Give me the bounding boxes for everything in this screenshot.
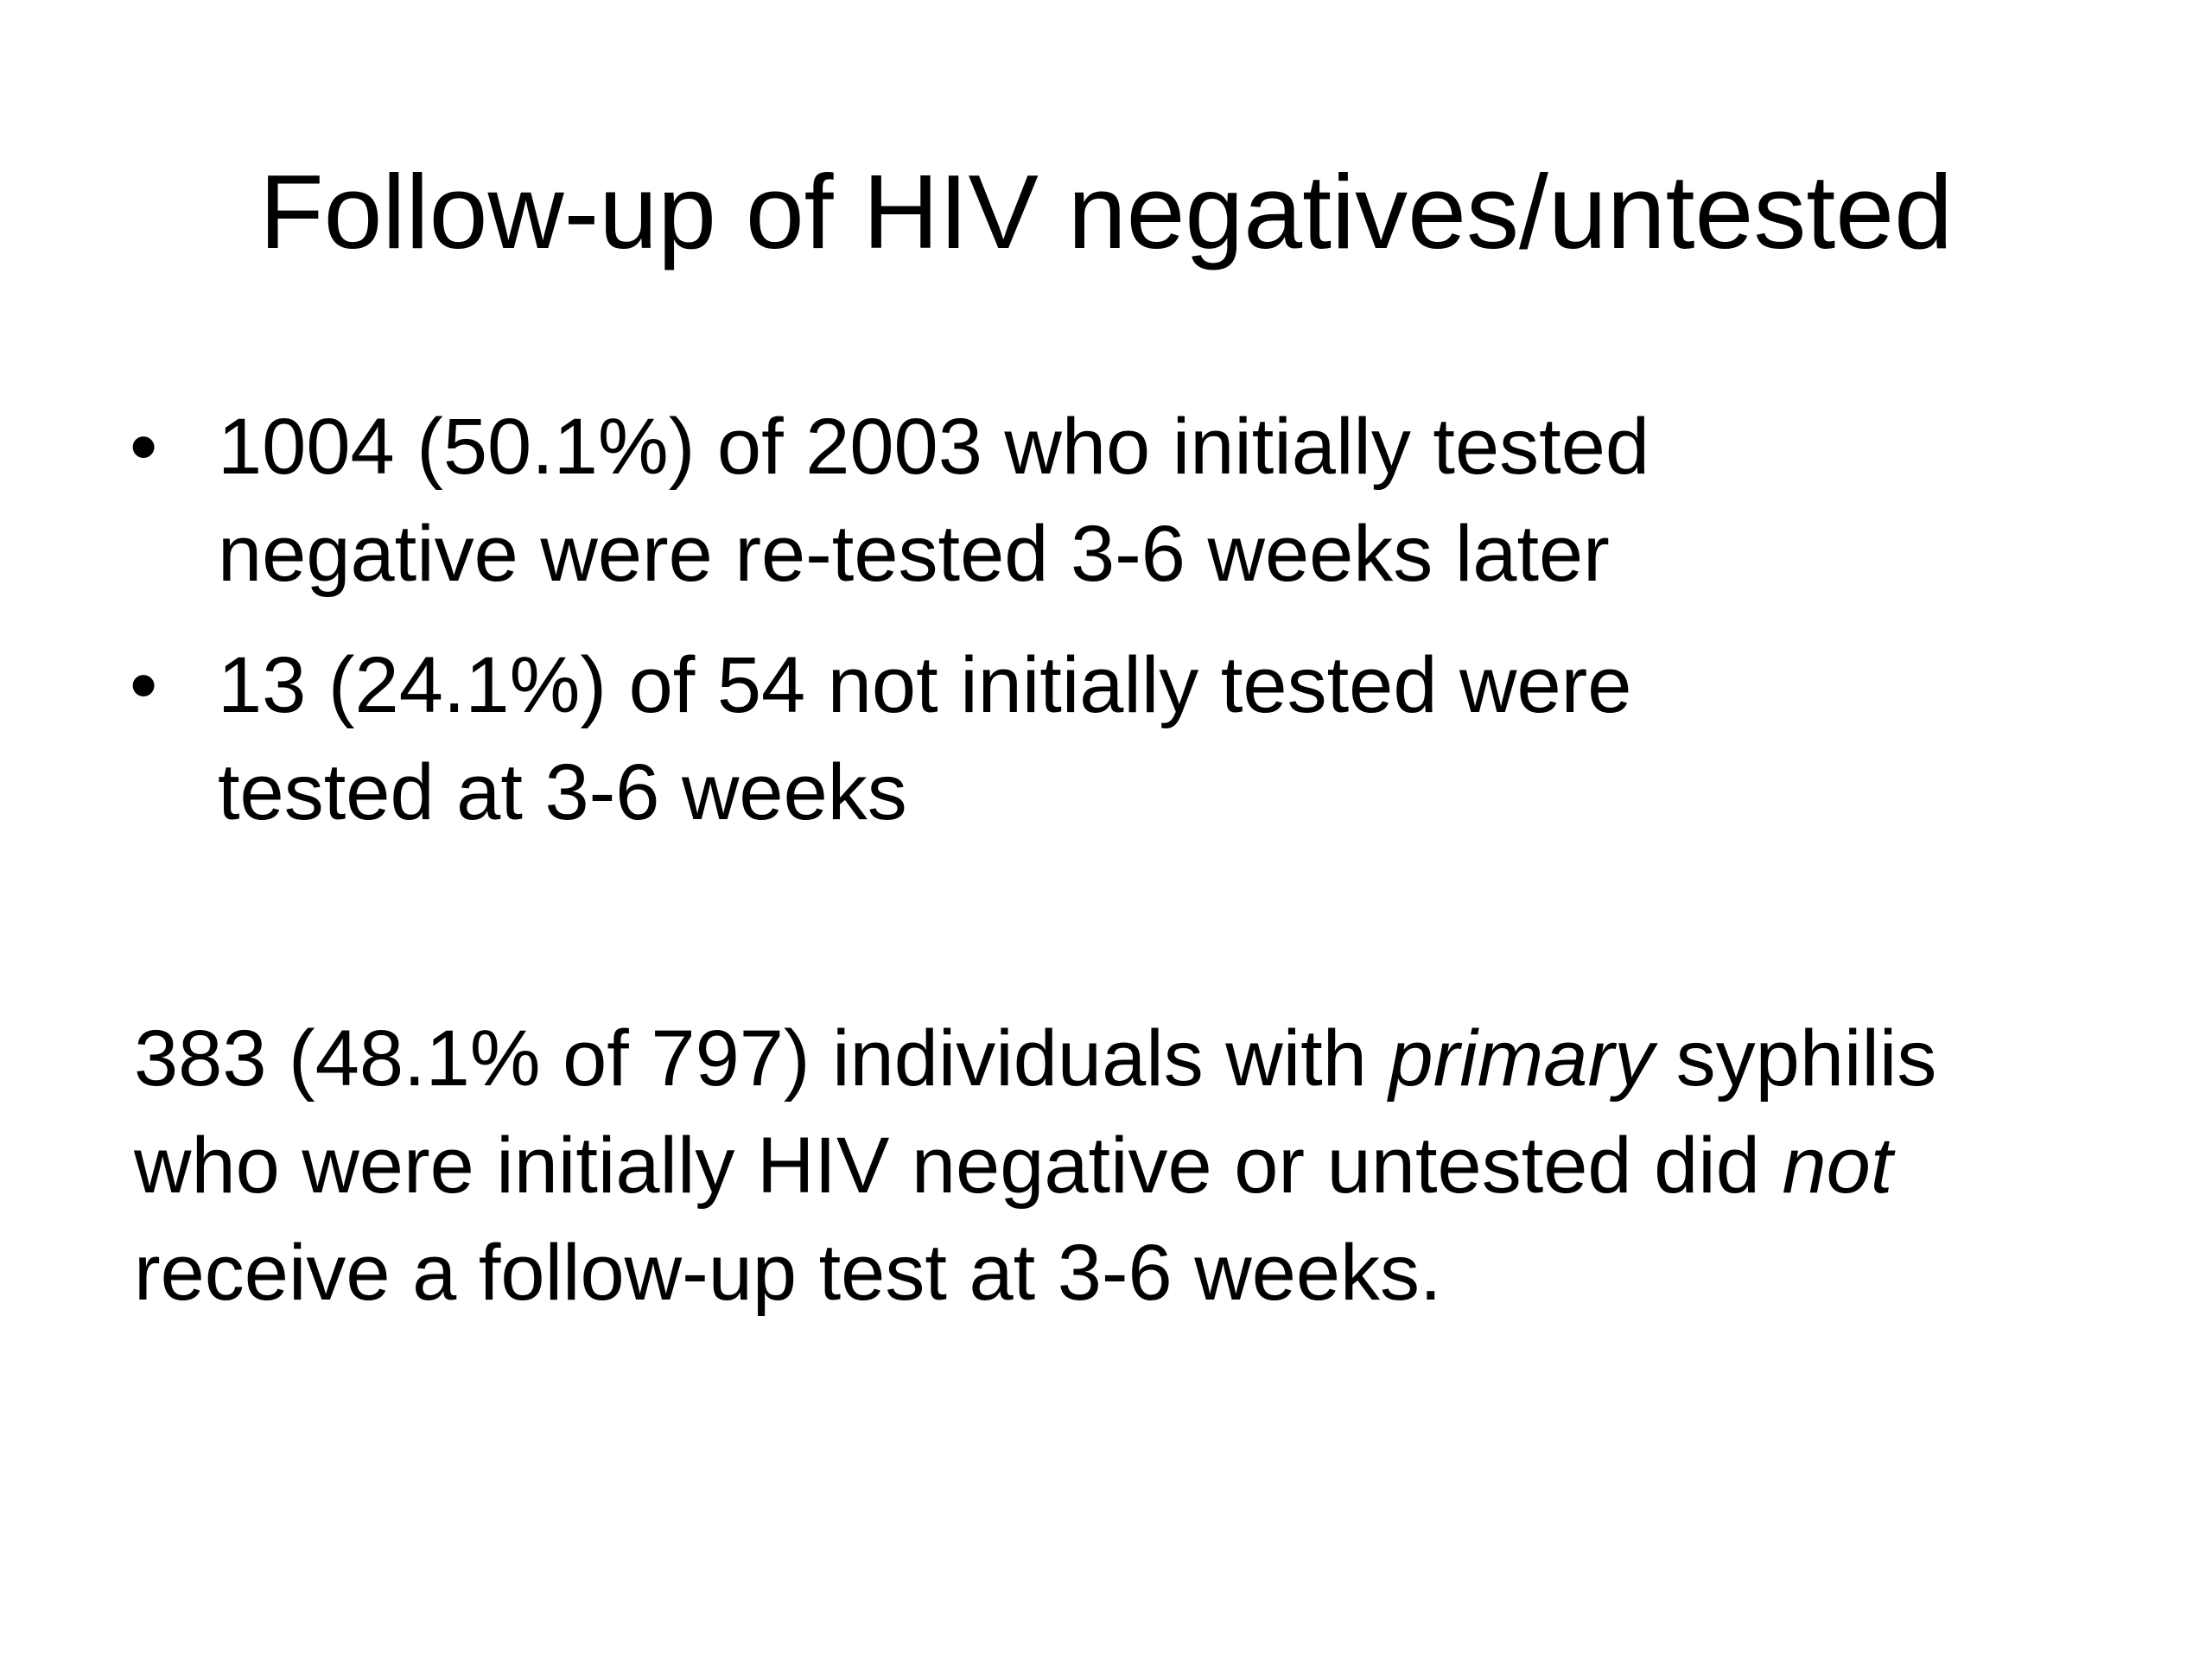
bullet-text-line: 1004 (50.1%) of 2003 who initially teste… — [218, 403, 1650, 491]
summary-text: 383 (48.1% of 797) individuals with — [134, 1014, 1389, 1103]
bullet-marker-icon — [130, 393, 181, 500]
bullet-marker-icon — [130, 632, 181, 739]
bullet-text-line: tested at 3-6 weeks — [218, 748, 907, 836]
bullet-item: 1004 (50.1%) of 2003 who initially teste… — [130, 393, 2074, 607]
summary-text: syphilis who were initially HIV negative… — [134, 1014, 1937, 1210]
bullet-list: 1004 (50.1%) of 2003 who initially teste… — [130, 393, 2074, 870]
bullet-text-line: 13 (24.1%) of 54 not initially tested we… — [218, 641, 1632, 729]
bullet-text-line: negative were re-tested 3-6 weeks later — [218, 510, 1610, 598]
bullet-item: 13 (24.1%) of 54 not initially tested we… — [130, 632, 2074, 846]
summary-emphasis: not — [1782, 1122, 1893, 1210]
summary-paragraph: 383 (48.1% of 797) individuals with prim… — [134, 1005, 2087, 1326]
summary-text: receive a follow-up test at 3-6 weeks. — [134, 1229, 1442, 1317]
summary-emphasis: primary — [1389, 1014, 1655, 1103]
slide-title: Follow-up of HIV negatives/untested — [259, 153, 1953, 270]
